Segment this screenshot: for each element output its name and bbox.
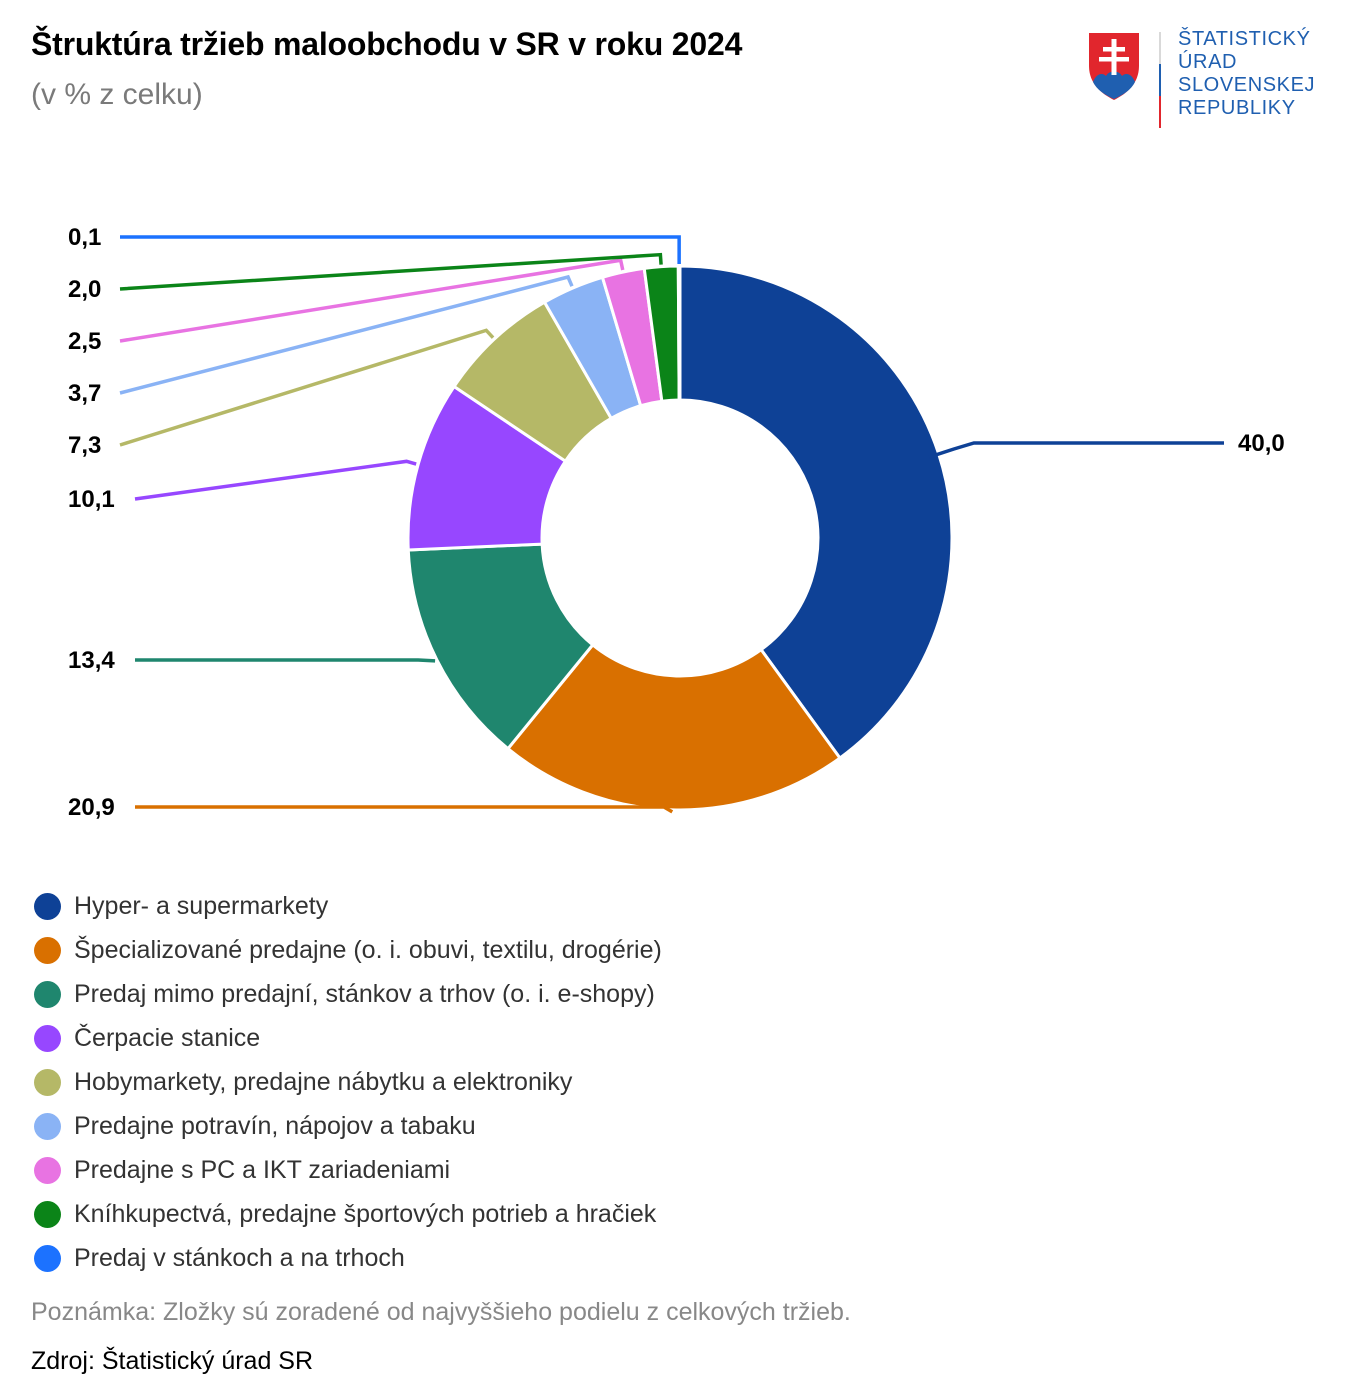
legend-marker-icon	[34, 936, 61, 964]
leader-line	[134, 459, 417, 501]
legend-item[interactable]: Hyper- a supermarkety	[34, 884, 662, 928]
leader-line	[135, 658, 436, 663]
data-label: 3,7	[68, 380, 101, 407]
legend-item[interactable]: Čerpacie stanice	[34, 1016, 662, 1060]
logo-divider	[1159, 32, 1161, 128]
data-label: 10,1	[68, 486, 115, 513]
chart-subtitle: (v % z celku)	[31, 78, 203, 111]
data-labels-group: 40,0 20,9 13,4 10,1 7,3 3,7 2,5 2,0 0,1	[68, 224, 1285, 821]
statistical-office-logo: ŠTATISTICKÝ ÚRAD SLOVENSKEJ REPUBLIKY	[1086, 28, 1346, 128]
leader-line	[119, 328, 495, 447]
logo-line: SLOVENSKEJ	[1178, 74, 1316, 96]
legend-item[interactable]: Predaj v stánkoch a na trhoch	[34, 1236, 662, 1280]
data-label: 13,4	[68, 647, 115, 674]
legend-item[interactable]: Hobymarkety, predajne nábytku a elektron…	[34, 1060, 662, 1104]
logo-text: ŠTATISTICKÝ ÚRAD SLOVENSKEJ REPUBLIKY	[1178, 28, 1315, 120]
legend-item[interactable]: Predaj mimo predajní, stánkov a trhov (o…	[34, 972, 662, 1016]
legend-label: Predaj mimo predajní, stánkov a trhov (o…	[74, 979, 655, 1008]
coat-of-arms-icon	[1089, 33, 1139, 100]
legend-marker-icon	[34, 1068, 61, 1096]
leader-line	[928, 441, 1224, 459]
data-label: 7,3	[68, 432, 101, 459]
donut-slice[interactable]	[506, 643, 842, 812]
legend-label: Hyper- a supermarkety	[74, 891, 329, 920]
logo-line: ÚRAD	[1178, 51, 1238, 73]
legend-label: Predaj v stánkoch a na trhoch	[74, 1243, 405, 1272]
legend-marker-icon	[34, 1024, 61, 1052]
legend-label: Predajne s PC a IKT zariadeniami	[74, 1155, 451, 1184]
leader-line	[119, 252, 663, 291]
legend-label: Čerpacie stanice	[74, 1023, 261, 1052]
legend-marker-icon	[34, 1244, 61, 1272]
legend-item[interactable]: Predajne s PC a IKT zariadeniami	[34, 1148, 662, 1192]
legend-label: Predajne potravín, nápojov a tabaku	[74, 1111, 476, 1140]
donut-slice[interactable]	[406, 542, 595, 751]
legend-item[interactable]: Špecializované predajne (o. i. obuvi, te…	[34, 928, 662, 972]
legend-marker-icon	[34, 1112, 61, 1140]
logo-line: ŠTATISTICKÝ	[1178, 28, 1311, 50]
leader-line	[119, 258, 625, 343]
data-label: 0,1	[68, 224, 101, 251]
legend-item[interactable]: Kníhkupectvá, predajne športových potrie…	[34, 1192, 662, 1236]
legend-label: Hobymarkety, predajne nábytku a elektron…	[74, 1067, 573, 1096]
legend-marker-icon	[34, 1200, 61, 1228]
leader-lines-group	[119, 235, 1224, 814]
leader-line	[135, 805, 674, 814]
donut-slice[interactable]	[678, 264, 954, 760]
legend-marker-icon	[34, 980, 61, 1008]
legend-item[interactable]: Predajne potravín, nápojov a tabaku	[34, 1104, 662, 1148]
data-label: 40,0	[1238, 430, 1285, 457]
legend: Hyper- a supermarkety Špecializované pre…	[34, 884, 662, 1280]
slices-group	[406, 264, 954, 812]
leader-line	[119, 274, 574, 395]
footnote: Poznámka: Zložky sú zoradené od najvyšši…	[31, 1298, 851, 1326]
donut-slice[interactable]	[676, 264, 682, 402]
data-label: 2,5	[68, 328, 101, 355]
legend-marker-icon	[34, 892, 61, 920]
chart-title: Štruktúra tržieb maloobchodu v SR v roku…	[31, 26, 743, 62]
legend-label: Kníhkupectvá, predajne športových potrie…	[74, 1199, 657, 1228]
data-label: 20,9	[68, 794, 115, 821]
legend-label: Špecializované predajne (o. i. obuvi, te…	[74, 935, 662, 964]
legend-marker-icon	[34, 1156, 61, 1184]
data-label: 2,0	[68, 276, 101, 303]
source-note: Zdroj: Štatistický úrad SR	[31, 1347, 314, 1375]
donut-chart: 40,0 20,9 13,4 10,1 7,3 3,7 2,5 2,0 0,1	[68, 224, 1285, 821]
logo-line: REPUBLIKY	[1178, 97, 1296, 119]
leader-line	[120, 235, 681, 265]
